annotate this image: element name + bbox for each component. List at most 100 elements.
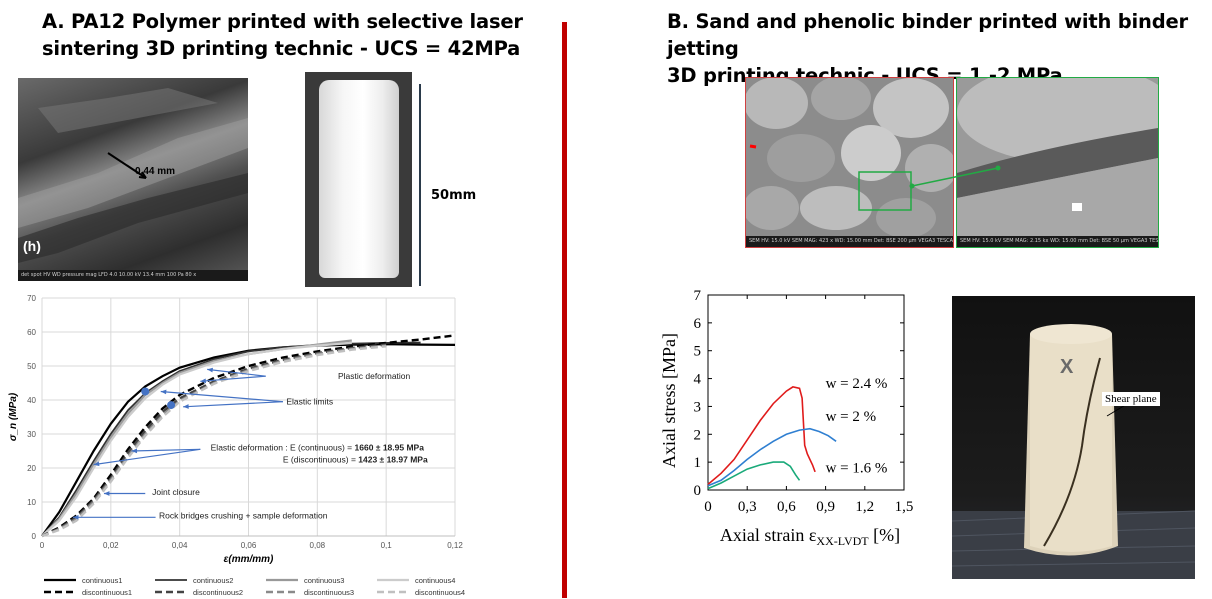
sem-measure-label: 0.44 mm	[135, 166, 176, 177]
series-line-continuous4	[41, 341, 352, 537]
panel-a-title-line2: sintering 3D printing technic - UCS = 42…	[42, 37, 521, 60]
y-tick-label: 40	[27, 396, 36, 405]
annotation-text-part: Joint closure	[152, 487, 200, 497]
sem-image-sand-high-mag: SEM HV: 15.0 kV SEM MAG: 2.15 kx WD: 15.…	[956, 77, 1159, 248]
x-tick-label: 0,6	[777, 499, 796, 515]
x-tick-label: 0	[704, 499, 712, 515]
annotation-arrow	[160, 390, 283, 403]
annotation-text-part: Rock bridges crushing + sample deformati…	[159, 511, 328, 521]
annotation-text-bold: 1660 ± 18.95 MPa	[355, 443, 425, 453]
y-tick-label: 7	[694, 288, 702, 304]
stress-strain-chart-b: 0 1 2 3 4 5 6 7 0 0,3 0,6 0,9 1,2 1,5 Axial strain εXX…	[659, 288, 914, 548]
x-tick-label: 0,9	[816, 499, 835, 515]
sem-image-sand-low-mag: SEM HV: 15.0 kV SEM MAG: 423 x WD: 15.00…	[745, 77, 954, 248]
y-tick-label: 0	[694, 483, 702, 499]
x-tick-label: 1,2	[855, 499, 874, 515]
y-tick-label: 4	[694, 372, 702, 388]
sem-right-info-bar: SEM HV: 15.0 kV SEM MAG: 2.15 kx WD: 15.…	[957, 236, 1158, 247]
y-tick-label: 5	[694, 344, 702, 360]
y-tick-label: 10	[27, 498, 36, 507]
panel-a-title: A. PA12 Polymer printed with selective l…	[42, 8, 542, 62]
annotation-text: Plastic deformation	[338, 371, 411, 381]
annotation-text-part: Elastic deformation : E (continuous) =	[211, 443, 355, 453]
annotation-text: Elastic limits	[286, 397, 333, 407]
pa12-sample-photo	[305, 72, 412, 287]
x-tick-label: 0,1	[381, 541, 393, 550]
legend-label-discontinuous3: discontinuous3	[304, 588, 354, 597]
annotation-arrowhead	[103, 491, 110, 496]
annotation-text: Elastic deformation : E (continuous) = 1…	[211, 443, 425, 453]
stress-strain-chart-a: 0 10 20 30 40 50 60 70 0 0,02 0,04 0,06 0,08 0,1 0,12 ε…	[8, 294, 465, 597]
y-tick-label: 3	[694, 399, 702, 415]
annotation-arrowhead	[200, 378, 207, 384]
series-line-discontinuous1	[41, 334, 456, 538]
sand-sample-photo: X Shear plane	[952, 296, 1195, 579]
annotation-arrowhead	[131, 448, 138, 454]
x-tick-label: 0,04	[172, 541, 188, 550]
binder-bridge	[957, 78, 1158, 247]
x-tick-label: 0,3	[738, 499, 757, 515]
y-tick-label: 30	[27, 430, 36, 439]
y-tick-label: 60	[27, 328, 36, 337]
annotation-text-part: E (discontinuous) =	[283, 455, 358, 465]
annotation-text-bold: 1423 ± 18.97 MPa	[358, 455, 428, 465]
annotation-text: Rock bridges crushing + sample deformati…	[159, 511, 328, 521]
legend-label-discontinuous1: discontinuous1	[82, 588, 132, 597]
annotation-arrowhead	[207, 367, 213, 373]
annotation-arrowhead	[72, 514, 79, 520]
annotation-arrow	[131, 448, 201, 452]
legend-label-discontinuous2: discontinuous2	[193, 588, 243, 597]
y-tick-label: 0	[32, 532, 37, 541]
x-axis-label: Axial strain εXX-LVDT [%]	[720, 525, 900, 548]
series-line	[707, 386, 816, 486]
series-label: w = 1.6 %	[826, 461, 888, 477]
pa12-cylinder	[319, 80, 399, 278]
series-line-discontinuous3	[41, 344, 387, 538]
y-axis-label: Axial stress [MPa]	[659, 333, 679, 468]
plot-frame	[707, 294, 905, 491]
x-axis-label-sub: XX-LVDT	[816, 534, 869, 548]
shear-plane-label: Shear plane	[1102, 392, 1160, 406]
panel-b-title-line1: B. Sand and phenolic binder printed with…	[667, 10, 1188, 60]
x-tick-label: 0,12	[447, 541, 463, 550]
sem-info-bar: det spot HV WD pressure mag LFD 4.0 10.0…	[18, 270, 248, 281]
x-tick-label: 0,02	[103, 541, 119, 550]
series-label: w = 2 %	[826, 409, 877, 425]
annotation-arrow	[183, 401, 283, 408]
scale-bar-line	[419, 84, 421, 286]
annotation-text-part: Elastic limits	[286, 397, 333, 407]
sem-left-info-bar: SEM HV: 15.0 kV SEM MAG: 423 x WD: 15.00…	[746, 236, 953, 247]
elastic-limit-point	[141, 387, 150, 396]
series-line	[707, 461, 801, 490]
zoom-connector	[909, 165, 1001, 189]
annotation-arrowhead	[93, 461, 100, 467]
x-tick-label: 0	[40, 541, 45, 550]
legend-label-continuous3: continuous3	[304, 576, 344, 585]
x-axis-label-main: Axial strain ε	[720, 525, 817, 545]
sem-image-pa12: 0.44 mm (h) det spot HV WD pressure mag …	[18, 78, 248, 281]
annotation-text: Joint closure	[152, 487, 200, 497]
legend-label-continuous2: continuous2	[193, 576, 233, 585]
y-tick-label: 1	[694, 455, 702, 471]
y-tick-label: 2	[694, 427, 702, 443]
sand-cylinder	[952, 324, 1195, 579]
y-axis-label: σ_n (MPa)	[8, 392, 19, 441]
annotation-arrow	[207, 368, 266, 377]
y-tick-label: 50	[27, 362, 36, 371]
annotation-text: E (discontinuous) = 1423 ± 18.97 MPa	[283, 455, 428, 465]
legend-label-continuous1: continuous1	[82, 576, 122, 585]
scale-bar-label: 50mm	[431, 188, 477, 203]
series-label: w = 2.4 %	[826, 376, 888, 392]
series-line	[707, 427, 837, 487]
annotation-text-part: Plastic deformation	[338, 371, 411, 381]
sem-figure-letter: (h)	[23, 238, 41, 254]
panel-divider	[562, 22, 567, 598]
x-axis-label: ε(mm/mm)	[224, 554, 274, 565]
y-tick-label: 6	[694, 316, 702, 332]
legend-label-continuous4: continuous4	[415, 576, 455, 585]
x-tick-label: 1,5	[895, 499, 914, 515]
elastic-limit-point	[167, 401, 176, 410]
annotation-arrowhead	[183, 404, 189, 409]
x-tick-label: 0,08	[310, 541, 326, 550]
y-tick-label: 20	[27, 464, 36, 473]
